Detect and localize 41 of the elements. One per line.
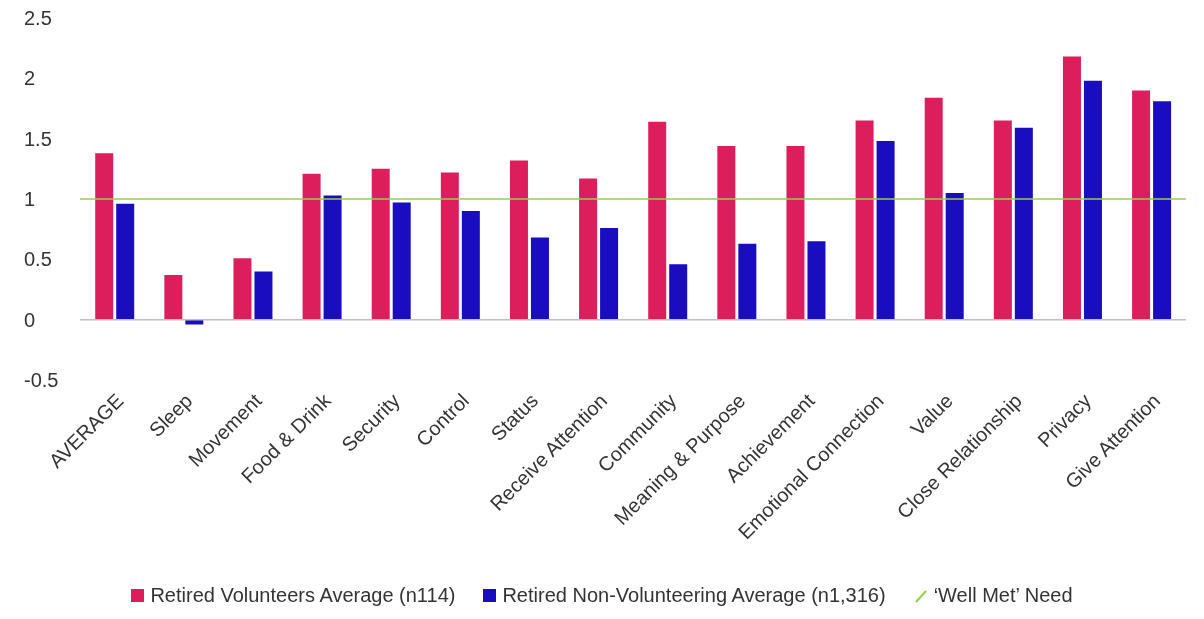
y-tick-label: 0.5: [24, 248, 52, 271]
bar: [302, 173, 321, 320]
bar: [855, 120, 874, 320]
bar: [807, 241, 826, 320]
bar: [392, 202, 411, 320]
bar: [233, 258, 252, 320]
bar: [530, 237, 549, 320]
legend-label: ‘Well Met’ Need: [933, 584, 1073, 607]
y-tick-label: 2: [24, 67, 36, 90]
legend-label: Retired Volunteers Average (n114): [150, 584, 456, 607]
bar: [461, 211, 480, 320]
bar: [440, 172, 459, 320]
bar: [786, 145, 805, 320]
bar: [1014, 127, 1033, 320]
legend-label: Retired Non-Volunteering Average (n1,316): [502, 584, 886, 607]
bar: [924, 97, 943, 320]
y-tick-label: 2.5: [24, 7, 52, 30]
y-tick-label: 1.5: [24, 127, 52, 150]
bar: [738, 243, 757, 320]
bar: [717, 145, 736, 320]
bar: [371, 168, 390, 320]
bar: [1083, 80, 1102, 320]
bar: [116, 203, 135, 320]
y-tick-label: 1: [24, 188, 36, 211]
y-tick-label: 0: [24, 308, 36, 331]
bar: [164, 275, 183, 320]
bar: [579, 178, 598, 320]
bar: [945, 192, 964, 320]
bar: [876, 141, 895, 320]
bar: [509, 160, 528, 320]
bar: [600, 227, 619, 320]
bar: [669, 264, 688, 320]
bar: [993, 120, 1012, 320]
bar: [323, 195, 342, 320]
bar: [1153, 101, 1172, 320]
bar: [648, 121, 667, 320]
bar: [1062, 56, 1081, 320]
y-tick-label: -0.5: [24, 369, 59, 392]
bar: [95, 153, 114, 320]
bar: [254, 271, 273, 320]
bar: [1132, 90, 1151, 320]
